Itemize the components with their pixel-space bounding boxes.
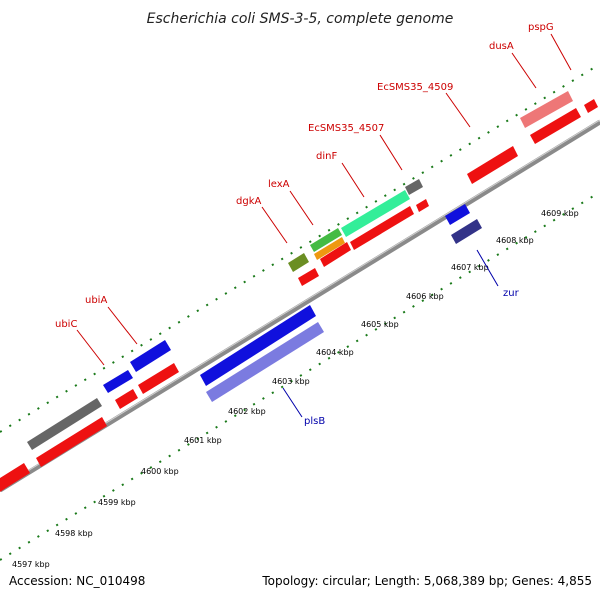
label-dgkA: dgkA xyxy=(236,196,261,207)
red-arrow-7 xyxy=(350,206,414,250)
gene-dinF xyxy=(341,190,410,237)
gene-plsB xyxy=(206,322,324,402)
gene-blue-small xyxy=(445,204,470,225)
forward-genes xyxy=(27,91,573,450)
tick-label: 4604 kbp xyxy=(316,348,354,357)
gene-EcSMS35_4507 xyxy=(405,179,423,195)
ubiC-leader xyxy=(76,329,105,366)
label-zur: zur xyxy=(503,288,520,299)
label-dinF: dinF xyxy=(316,151,337,162)
tick-label: 4602 kbp xyxy=(228,407,266,416)
pspG-leader xyxy=(550,33,572,71)
dgkA-leader xyxy=(261,206,288,244)
reverse-red-genes xyxy=(0,99,598,492)
label-dusA: dusA xyxy=(489,41,514,52)
tick-label: 4605 kbp xyxy=(361,320,399,329)
dusA-leader xyxy=(511,52,537,89)
lexA-leader xyxy=(289,190,314,226)
gene-blue-long xyxy=(200,305,316,386)
plsB-leader xyxy=(282,387,303,418)
label-EcSMS35_4507: EcSMS35_4507 xyxy=(308,123,384,134)
upper-labels xyxy=(76,33,572,366)
gene-dusA xyxy=(520,91,573,128)
tick-label: 4606 kbp xyxy=(406,292,444,301)
red-arrow-4 xyxy=(138,363,179,394)
red-arrow-2 xyxy=(36,417,107,467)
lower-labels xyxy=(282,249,499,418)
scale-labels: 4597 kbp 4598 kbp 4599 kbp 4600 kbp 4601… xyxy=(12,209,579,569)
gene-lexA-bottom xyxy=(314,237,345,260)
lower-genes xyxy=(200,204,482,402)
EcSMS35_4509-leader xyxy=(445,92,471,128)
tick-label: 4607 kbp xyxy=(451,263,489,272)
gene-grey-left xyxy=(27,398,102,450)
tick-label: 4599 kbp xyxy=(98,498,136,507)
red-arrow-1 xyxy=(0,463,30,492)
tick-label: 4597 kbp xyxy=(12,560,50,569)
gene-ubiA xyxy=(130,340,171,372)
accession-text: Accession: NC_010498 xyxy=(9,574,145,588)
tick-label: 4600 kbp xyxy=(141,467,179,476)
tick-label: 4601 kbp xyxy=(184,436,222,445)
dinF-leader xyxy=(341,162,365,198)
EcSMS35_4507-leader xyxy=(379,134,403,171)
label-plsB: plsB xyxy=(304,416,325,427)
red-arrow-10 xyxy=(530,108,581,144)
label-ubiC: ubiC xyxy=(55,319,77,330)
topology-text: Topology: circular; Length: 5,068,389 bp… xyxy=(261,574,592,588)
gene-ubiC xyxy=(103,370,133,393)
red-arrow-5 xyxy=(298,268,319,286)
upper-label-text: ubiC ubiA dgkA lexA dinF EcSMS35_4507 Ec… xyxy=(55,22,554,330)
gene-lexA-top xyxy=(310,228,342,252)
label-EcSMS35_4509: EcSMS35_4509 xyxy=(377,82,453,93)
map-title: Escherichia coli SMS-3-5, complete genom… xyxy=(147,11,454,27)
red-arrow-11 xyxy=(584,99,598,113)
gene-dgkA xyxy=(288,253,309,272)
gene-zur xyxy=(451,219,482,244)
red-arrow-9 xyxy=(467,146,518,184)
tick-label: 4609 kbp xyxy=(541,209,579,218)
label-ubiA: ubiA xyxy=(85,295,107,306)
label-lexA: lexA xyxy=(268,179,290,190)
tick-label: 4598 kbp xyxy=(55,529,93,538)
tick-label: 4608 kbp xyxy=(496,236,534,245)
label-pspG: pspG xyxy=(528,22,554,33)
red-arrow-8 xyxy=(416,199,429,212)
tick-label: 4603 kbp xyxy=(272,377,310,386)
ubiA-leader xyxy=(107,306,138,345)
zur-leader xyxy=(476,249,499,287)
red-arrow-3 xyxy=(115,389,138,409)
red-arrow-6 xyxy=(320,242,351,267)
